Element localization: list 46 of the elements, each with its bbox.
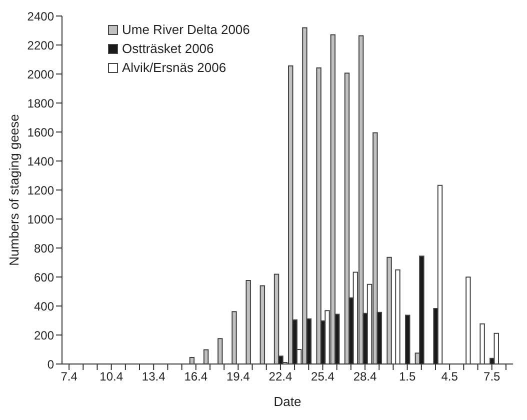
bar	[386, 256, 392, 364]
y-axis-title: Numbers of staging geese	[6, 114, 22, 266]
bar	[480, 323, 485, 364]
bar	[419, 256, 424, 364]
y-tick-label: 600	[34, 270, 54, 284]
y-tick-label: 2400	[27, 9, 54, 24]
y-tick-label: 200	[34, 328, 54, 342]
y-tick-label: 2000	[27, 67, 54, 82]
x-tick-label: 13.4	[142, 370, 166, 384]
x-tick-label: 1.5	[398, 370, 416, 384]
bar	[232, 311, 237, 364]
legend-label: Ume River Delta 2006	[122, 21, 250, 39]
legend-label: Ostträsket 2006	[122, 40, 214, 58]
legend-label: Alvik/Ersnäs 2006	[122, 59, 226, 77]
bar	[437, 184, 443, 364]
bar	[404, 314, 410, 364]
bar	[316, 67, 322, 364]
y-tick-label: 1000	[27, 212, 54, 226]
y-tick-label: 1400	[27, 154, 54, 168]
bar	[466, 276, 471, 364]
bar	[218, 338, 223, 364]
bar	[189, 356, 195, 364]
x-tick-label: 7.5	[484, 370, 501, 384]
x-tick-label: 19.4	[226, 370, 250, 384]
x-tick-label: 25.4	[311, 370, 335, 384]
bar	[203, 349, 209, 364]
x-tick-label: 7.4	[60, 370, 78, 384]
bar	[494, 332, 499, 364]
x-tick-label: 22.4	[268, 370, 292, 384]
bar	[395, 269, 400, 364]
x-tick-label: 4.5	[441, 370, 458, 384]
y-tick-label: 800	[34, 241, 54, 256]
y-tick-label: 2200	[27, 38, 54, 52]
bar	[274, 274, 280, 364]
y-tick-label: 400	[34, 299, 54, 314]
x-axis-title: Date	[274, 394, 302, 409]
bar	[344, 72, 350, 364]
y-tick-label: 1800	[27, 96, 54, 110]
y-tick-label: 1600	[27, 125, 54, 140]
y-tick-label: 0	[47, 357, 54, 372]
y-tick-label: 1200	[27, 183, 54, 198]
bar	[246, 280, 251, 364]
x-tick-label: 10.4	[100, 370, 124, 384]
x-tick-label: 28.4	[353, 370, 378, 384]
bar	[260, 285, 266, 364]
x-tick-label: 16.4	[184, 370, 208, 384]
